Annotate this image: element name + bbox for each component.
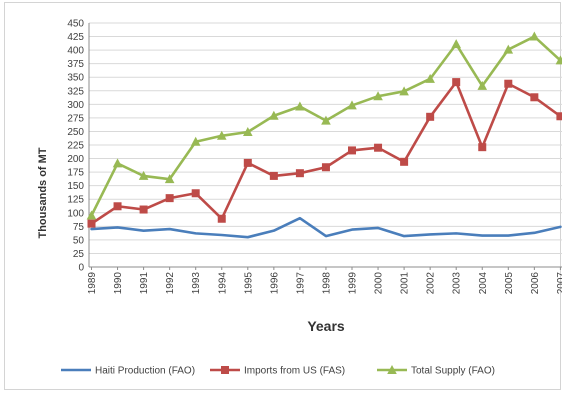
- x-tick-label: 1997: [295, 272, 306, 295]
- legend-label: Total Supply (FAO): [411, 366, 495, 377]
- data-point-triangle: [387, 365, 397, 374]
- series-3: [86, 31, 562, 220]
- y-tick-label: 450: [67, 19, 84, 30]
- data-point-square: [113, 202, 122, 211]
- y-tick-label: 300: [67, 100, 84, 111]
- series-2: [87, 78, 562, 228]
- y-tick-label: 75: [73, 222, 85, 233]
- x-tick-label: 2000: [374, 272, 385, 295]
- legend: Haiti Production (FAO) Imports from US (F…: [61, 365, 495, 377]
- data-point-square: [556, 112, 562, 121]
- data-point-triangle: [373, 91, 383, 101]
- data-point-square: [400, 157, 409, 166]
- x-tick-label: 2007: [556, 272, 562, 295]
- x-axis-title: Years: [307, 318, 345, 334]
- x-tick-label: 1994: [217, 272, 228, 295]
- data-point-triangle: [138, 170, 149, 180]
- y-tick-label: 100: [67, 208, 84, 219]
- x-tick-label: 1992: [165, 272, 176, 295]
- y-tick-label: 250: [67, 127, 84, 138]
- y-axis-tick-labels: 0 25 50 75 100 125 150 175 200 225 250 275 300 325 350…: [67, 19, 84, 274]
- x-tick-label: 1991: [139, 272, 150, 295]
- x-tick-label: 2003: [452, 272, 463, 295]
- x-tick-label: 1993: [191, 272, 202, 295]
- x-tick-label: 2002: [426, 272, 437, 295]
- data-point-square: [243, 158, 252, 167]
- legend-entry: Imports from US (FAS): [210, 366, 345, 377]
- y-tick-label: 325: [67, 86, 84, 97]
- x-tick-label: 1989: [87, 272, 98, 295]
- data-point-square: [87, 219, 96, 228]
- data-point-square: [374, 143, 383, 152]
- data-point-square: [452, 78, 461, 87]
- x-tick-label: 1990: [113, 272, 124, 295]
- y-tick-label: 150: [67, 181, 84, 192]
- x-tick-label: 2006: [530, 272, 541, 295]
- x-tick-label: 1996: [269, 272, 280, 295]
- data-point-square: [165, 194, 174, 203]
- x-tick-label: 1999: [348, 272, 359, 295]
- data-point-square: [191, 189, 200, 198]
- legend-entry: Total Supply (FAO): [377, 365, 495, 377]
- data-point-triangle: [216, 130, 227, 140]
- y-tick-label: 275: [67, 113, 84, 124]
- y-tick-label: 375: [67, 59, 84, 70]
- data-point-square: [269, 171, 278, 180]
- data-point-triangle: [243, 126, 253, 136]
- data-point-square: [139, 205, 148, 214]
- x-tick-label: 1998: [321, 272, 332, 295]
- data-point-triangle: [190, 136, 201, 146]
- legend-label: Haiti Production (FAO): [95, 366, 195, 377]
- y-tick-label: 25: [73, 249, 85, 260]
- data-point-square: [530, 93, 539, 102]
- y-tick-label: 425: [67, 32, 84, 43]
- data-point-triangle: [269, 110, 279, 120]
- data-point-square: [217, 214, 226, 223]
- data-point-square: [504, 79, 513, 88]
- gridlines: [89, 22, 562, 254]
- y-axis-title: Thousands of MT: [37, 147, 49, 238]
- data-point-square: [348, 146, 356, 155]
- axes: [88, 23, 562, 270]
- data-point-triangle: [347, 100, 357, 110]
- series-1: [90, 216, 562, 239]
- data-point-square: [221, 366, 229, 374]
- x-tick-label: 2004: [478, 272, 489, 295]
- data-point-triangle: [112, 158, 123, 168]
- x-tick-label: 1995: [243, 272, 254, 295]
- data-point-square: [426, 112, 435, 121]
- series-line: [90, 216, 562, 239]
- x-tick-label: 2001: [400, 272, 411, 295]
- data-point-square: [321, 163, 330, 172]
- y-tick-label: 200: [67, 154, 84, 165]
- y-tick-label: 350: [67, 73, 84, 84]
- y-tick-label: 175: [67, 168, 84, 179]
- y-tick-label: 50: [73, 235, 85, 246]
- x-tick-label: 2005: [504, 272, 515, 295]
- y-tick-label: 400: [67, 46, 84, 57]
- data-point-triangle: [399, 86, 409, 96]
- data-point-square: [295, 169, 304, 178]
- data-point-triangle: [321, 115, 331, 125]
- chart-frame: 0 25 50 75 100 125 150 175 200 225 250 275 300 325 350…: [4, 2, 562, 390]
- data-point-triangle: [451, 39, 461, 49]
- data-point-triangle: [86, 210, 97, 220]
- data-point-triangle: [503, 44, 514, 54]
- y-tick-label: 125: [67, 195, 84, 206]
- legend-label: Imports from US (FAS): [244, 366, 345, 377]
- data-point-square: [478, 143, 487, 152]
- data-point-triangle: [529, 31, 540, 41]
- data-point-triangle: [555, 55, 562, 65]
- data-point-triangle: [425, 73, 435, 83]
- y-tick-label: 0: [78, 263, 84, 274]
- series-line: [90, 80, 562, 225]
- y-tick-label: 225: [67, 141, 84, 152]
- line-chart: 0 25 50 75 100 125 150 175 200 225 250 275 300 325 350…: [37, 19, 562, 377]
- data-point-triangle: [295, 101, 305, 111]
- legend-entry: Haiti Production (FAO): [61, 366, 195, 377]
- data-point-triangle: [477, 80, 488, 90]
- series-lines: [86, 31, 562, 239]
- x-axis-tick-labels: 1989 1990 1991 1992 1993 1994 1995 1996 1997 1998…: [87, 272, 562, 295]
- data-point-triangle: [164, 174, 175, 184]
